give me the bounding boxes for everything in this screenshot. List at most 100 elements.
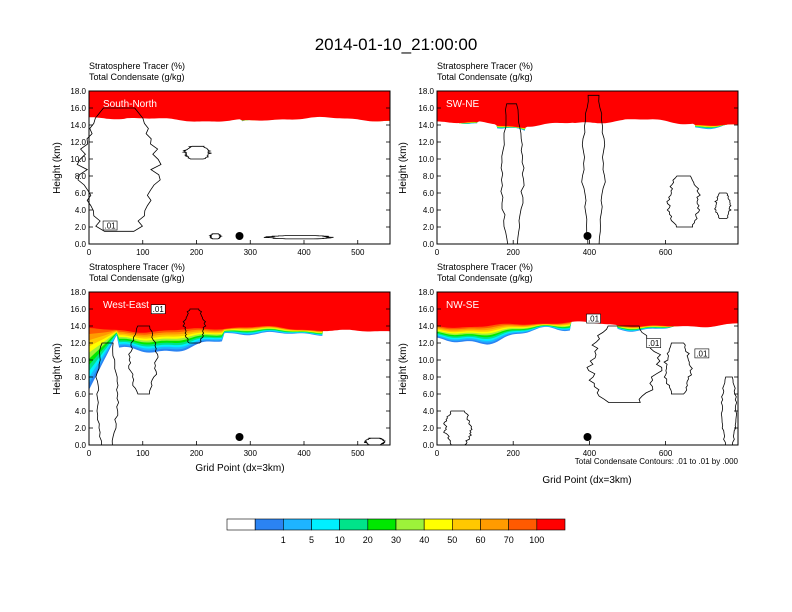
x-tick-label: 0 <box>435 449 440 458</box>
condensate-contour <box>586 325 663 403</box>
contour-labels: .01 <box>150 304 166 315</box>
location-marker <box>583 232 592 240</box>
contour-labels: .01 .01 .01 <box>586 313 710 359</box>
y-tick-label: 2.0 <box>75 223 87 232</box>
condensate-contour <box>666 175 701 228</box>
panel-nw-se: Stratosphere Tracer (%) Total Condensate… <box>398 262 739 486</box>
y-tick-label: 4.0 <box>75 206 87 215</box>
colorbar-swatch <box>480 518 509 531</box>
colorbar-label: 40 <box>419 535 429 545</box>
x-tick-label: 0 <box>87 248 92 257</box>
y-tick-label: 16.0 <box>70 104 86 113</box>
panel-title-line-2: Total Condensate (g/kg) <box>437 72 533 82</box>
colorbar-label: 10 <box>335 535 345 545</box>
condensate-contour <box>581 94 606 245</box>
plot-frame <box>88 291 391 446</box>
condensate-contour <box>95 342 120 446</box>
contour-labels: .01 <box>102 220 118 231</box>
colorbar: 1 5 10 20 30 40 50 60 70 100 <box>226 518 566 545</box>
y-tick-label: 10.0 <box>70 155 86 164</box>
x-axis-label: Grid Point (dx=3km) <box>195 463 284 474</box>
y-tick-label: 2.0 <box>423 424 435 433</box>
y-tick-label: 4.0 <box>423 206 435 215</box>
x-tick-label: 400 <box>297 449 311 458</box>
colorbar-swatch <box>452 518 481 531</box>
contour-label: .01 <box>105 222 117 231</box>
condensate-contour <box>181 145 212 160</box>
y-tick-label: 6.0 <box>423 189 435 198</box>
tracer-level-11 <box>89 292 390 333</box>
y-axis-label: Height (km) <box>52 142 63 194</box>
panel-title-line-2: Total Condensate (g/kg) <box>89 72 185 82</box>
tracer-field <box>437 91 738 131</box>
y-tick-label: 0.0 <box>423 240 435 249</box>
y-tick-label: 14.0 <box>418 121 434 130</box>
colorbar-swatch <box>395 518 425 531</box>
y-tick-label: 18.0 <box>418 87 434 96</box>
panel-west-east: Stratosphere Tracer (%) Total Condensate… <box>52 262 391 474</box>
x-tick-label: 400 <box>583 248 597 257</box>
condensate-contours <box>500 94 732 245</box>
condensate-contour <box>663 342 693 395</box>
contour-label-box <box>150 304 166 315</box>
y-tick-label: 18.0 <box>418 288 434 297</box>
y-tick-label: 16.0 <box>70 305 86 314</box>
y-tick-label: 14.0 <box>418 322 434 331</box>
panel-title-line-1: Stratosphere Tracer (%) <box>89 262 185 272</box>
x-tick-label: 200 <box>190 248 204 257</box>
x-tick-label: 300 <box>244 248 258 257</box>
y-tick-label: 2.0 <box>423 223 435 232</box>
x-tick-label: 100 <box>136 449 150 458</box>
y-tick-label: 8.0 <box>75 373 87 382</box>
colorbar-label: 100 <box>529 535 544 545</box>
axis-ticks: 0 100 200 300 400 500 0.0 2.0 4.0 6.0 8.0 10.0 12.0 1… <box>70 87 390 257</box>
x-tick-label: 200 <box>507 248 521 257</box>
x-tick-label: 600 <box>659 449 673 458</box>
y-tick-label: 12.0 <box>70 339 86 348</box>
panel-label: West-East <box>103 300 149 311</box>
colorbar-label: 30 <box>391 535 401 545</box>
colorbar-label: 5 <box>309 535 314 545</box>
condensate-contour <box>208 233 223 240</box>
y-tick-label: 10.0 <box>70 356 86 365</box>
tracer-level-11 <box>437 292 738 328</box>
condensate-contours <box>95 308 386 446</box>
y-axis-label: Height (km) <box>398 343 409 395</box>
contour-label: .01 <box>588 315 600 324</box>
y-tick-label: 12.0 <box>418 138 434 147</box>
panel-title-line-1: Stratosphere Tracer (%) <box>89 61 185 71</box>
condensate-contour <box>363 437 386 446</box>
condensate-contour <box>443 410 473 446</box>
x-tick-label: 200 <box>190 449 204 458</box>
y-tick-label: 14.0 <box>70 322 86 331</box>
colorbar-label: 50 <box>447 535 457 545</box>
location-marker <box>235 232 244 240</box>
y-axis-label: Height (km) <box>52 343 63 395</box>
condensate-contour <box>263 235 334 240</box>
x-tick-label: 0 <box>435 248 440 257</box>
y-tick-label: 12.0 <box>70 138 86 147</box>
y-tick-label: 2.0 <box>75 424 87 433</box>
y-tick-label: 8.0 <box>423 373 435 382</box>
contour-label-box <box>102 220 118 231</box>
panel-south-north: Stratosphere Tracer (%) Total Condensate… <box>52 61 391 257</box>
condensate-contour <box>720 376 738 446</box>
y-tick-label: 6.0 <box>75 390 87 399</box>
colorbar-label: 20 <box>363 535 373 545</box>
colorbar-swatch <box>226 518 256 531</box>
y-tick-label: 10.0 <box>418 356 434 365</box>
colorbar-swatch <box>254 518 284 531</box>
colorbar-swatch <box>508 518 538 531</box>
y-tick-label: 0.0 <box>75 240 87 249</box>
axis-ticks: 0 200 400 600 0.0 2.0 4.0 6.0 8.0 10.0 12.0 14.0 16.… <box>418 288 738 458</box>
panel-label: South-North <box>103 99 157 110</box>
axis-ticks: 0 100 200 300 400 500 0.0 2.0 4.0 6.0 8.0 10.0 12.0 1… <box>70 288 390 458</box>
contour-label-box <box>694 348 710 359</box>
condensate-contour <box>76 107 162 232</box>
axis-ticks: 0 200 400 600 0.0 2.0 4.0 6.0 8.0 10.0 12.0 14.0 16.… <box>418 87 738 257</box>
y-tick-label: 4.0 <box>75 407 87 416</box>
y-tick-label: 18.0 <box>70 87 86 96</box>
x-tick-label: 500 <box>351 449 365 458</box>
plot-frame <box>88 90 391 245</box>
